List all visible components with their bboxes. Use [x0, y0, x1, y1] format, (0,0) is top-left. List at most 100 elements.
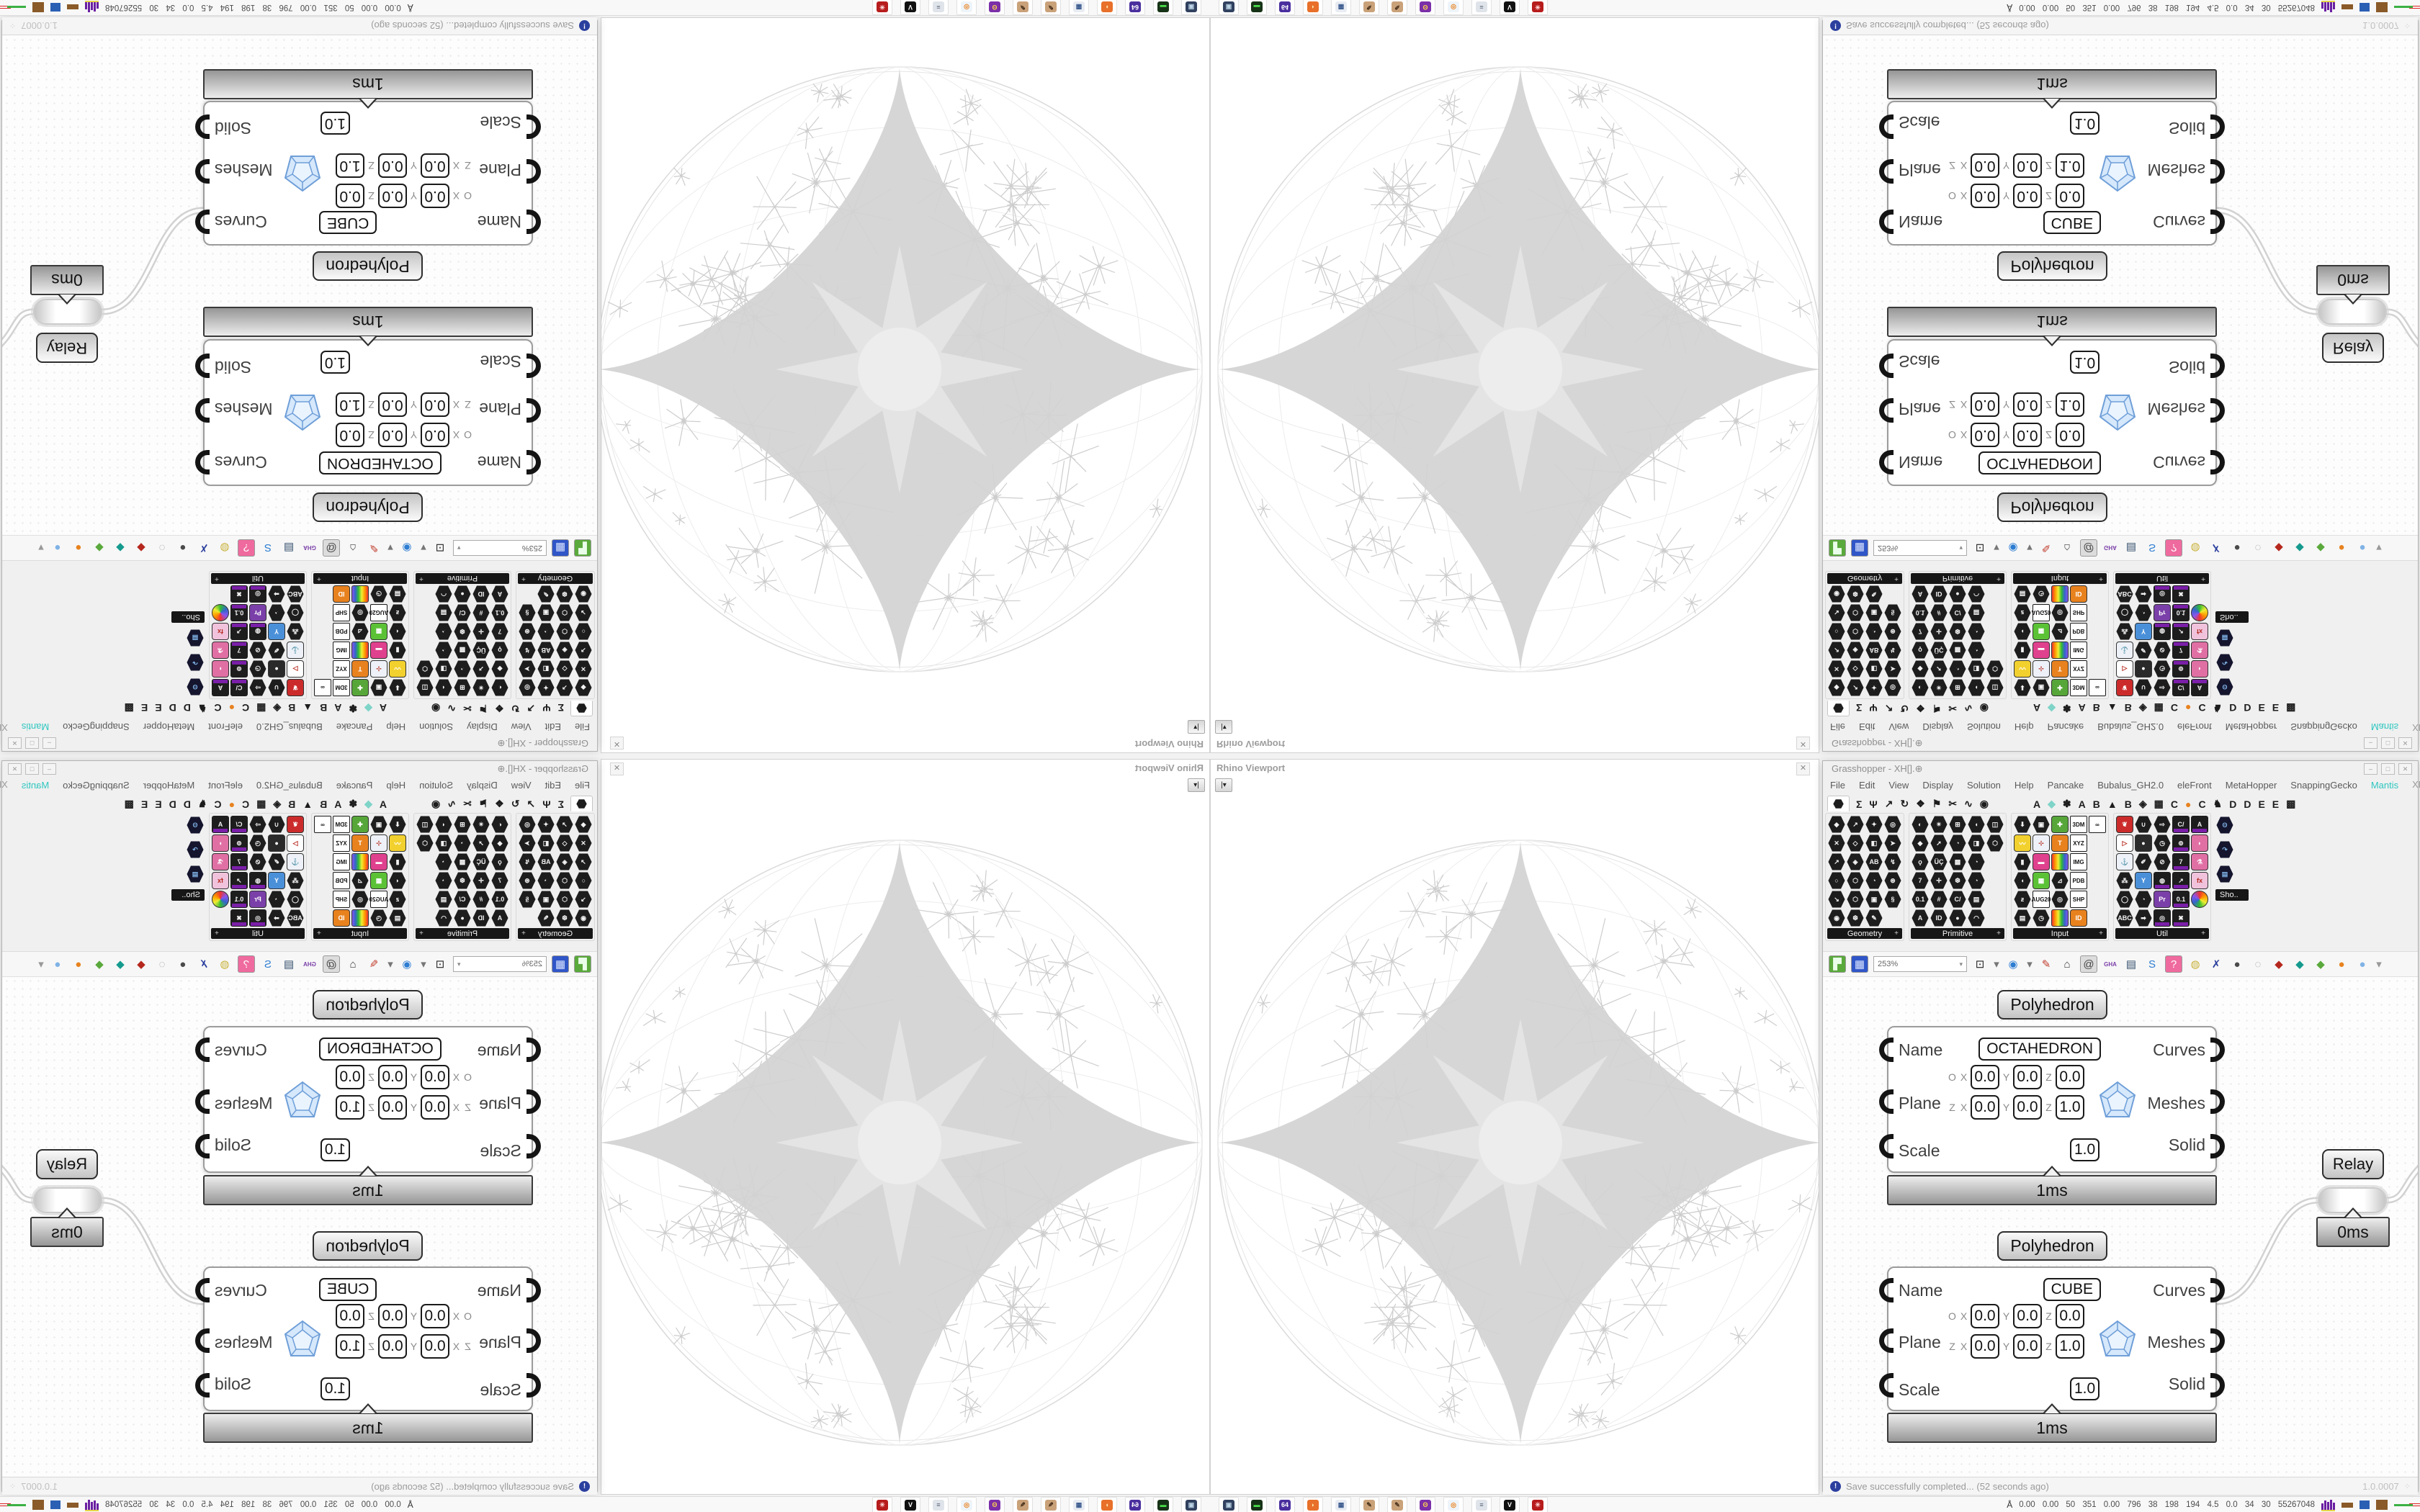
toolbar-overflow-chevron[interactable]: ▾	[2376, 541, 2382, 554]
palette-component-icon[interactable]: ▣	[2033, 679, 2050, 696]
palette-component-icon[interactable]: ÜÇ	[1930, 853, 1948, 870]
palette-component-icon[interactable]: AB	[537, 642, 555, 659]
plane-value-box[interactable]: 0.0	[2056, 184, 2084, 208]
palette-panel-footer[interactable]: Geometry +	[518, 573, 593, 584]
preview-sphere-wire-button[interactable]: ◌	[2254, 958, 2262, 971]
palette-component-icon[interactable]: ✖	[230, 585, 248, 603]
palette-component-icon[interactable]: ✖	[2172, 585, 2190, 603]
palette-component-icon[interactable]: ➤	[519, 834, 536, 852]
lightbulb-button[interactable]: ◍	[2190, 958, 2200, 971]
menu-item-bubalus-gh2-0[interactable]: Bubalus_GH2.0	[256, 779, 323, 791]
palette-component-icon[interactable]: ⬇	[389, 816, 406, 833]
palette-component-icon[interactable]: ↗	[230, 872, 248, 889]
ball-blue-button[interactable]: ●	[2359, 958, 2366, 971]
menu-item-mantis[interactable]: Mantis	[21, 721, 50, 733]
tab-plugin-c1[interactable]: C	[2170, 702, 2179, 714]
close-button[interactable]: ✕	[2398, 737, 2412, 749]
palette-component-icon[interactable]: ƶ	[2014, 604, 2031, 621]
tab-plugin-a1[interactable]: A	[2033, 702, 2041, 714]
palette-component-icon[interactable]: ●	[454, 585, 471, 603]
taskbar-document-scroll-icon[interactable]: ≡	[928, 1497, 949, 1512]
palette-component-icon[interactable]: ◈	[556, 642, 573, 659]
tray-graph-brown-icon[interactable]	[67, 1502, 79, 1508]
palette-component-icon[interactable]: ↘	[575, 604, 592, 621]
menu-item-mantis[interactable]: Mantis	[21, 779, 50, 791]
menu-item-edit[interactable]: Edit	[544, 721, 562, 733]
palette-component-icon[interactable]: ⊹	[2033, 834, 2050, 852]
palette-component-icon[interactable]: 7	[1912, 623, 1929, 640]
palette-component-icon[interactable]: ❆	[556, 909, 573, 927]
palette-component-icon[interactable]: ◈	[1847, 642, 1864, 659]
palette-component-icon[interactable]: ◔	[2135, 891, 2152, 908]
palette-component-icon[interactable]: ▷	[2116, 660, 2133, 678]
palette-component-icon[interactable]: ◔	[1865, 623, 1883, 640]
palette-component-icon[interactable]: Pr	[2154, 891, 2171, 908]
menu-item-pancake[interactable]: Pancake	[2047, 779, 2084, 791]
palette-component-icon[interactable]: ◔	[1968, 623, 1985, 640]
name-value-box[interactable]: OCTAHEDRON	[319, 1038, 442, 1061]
palette-component-icon[interactable]: ◖	[389, 623, 406, 640]
scale-value-box[interactable]: 1.0	[320, 351, 350, 374]
palette-component-icon[interactable]: 7	[491, 872, 508, 889]
input-grip-scale[interactable]	[1879, 1134, 1894, 1158]
menu-item-edit[interactable]: Edit	[1858, 721, 1876, 733]
gem-teal-button[interactable]: ◆	[2295, 958, 2304, 971]
plane-value-box[interactable]: 0.0	[1971, 1095, 1999, 1120]
palette-component-icon[interactable]: ➤	[1884, 660, 1901, 678]
palette-component-icon[interactable]: ●	[268, 834, 285, 852]
tab-plugin-flower[interactable]: ✽	[2062, 798, 2071, 809]
taskbar-floppy-64-icon[interactable]: 64	[1125, 1497, 1145, 1512]
palette-component-icon[interactable]: ⊞	[1949, 679, 1966, 696]
palette-component-icon[interactable]: ∞	[2089, 816, 2106, 833]
palette-component-icon[interactable]: ▩	[454, 853, 471, 870]
menu-item-display[interactable]: Display	[467, 779, 498, 791]
palette-component-icon[interactable]: fx	[212, 623, 229, 640]
tab-plugin-d2[interactable]: D	[2244, 702, 2251, 714]
palette-component-icon[interactable]: ID	[1930, 585, 1948, 603]
ball-orange-button[interactable]: ●	[75, 958, 82, 971]
taskbar-owl-app-icon[interactable]: ʘ	[985, 1497, 1005, 1512]
palette-component-icon[interactable]: ✴	[1930, 816, 1948, 833]
palette-component-icon[interactable]: ⇨	[249, 816, 266, 833]
tab-plugin-c1[interactable]: C	[241, 798, 250, 810]
palette-component-icon[interactable]: Pr	[249, 604, 266, 621]
tab-plugin-c2[interactable]: C	[2198, 798, 2206, 810]
palette-component-icon[interactable]: ▣	[2033, 816, 2050, 833]
palette-component-icon[interactable]: ▦	[2033, 872, 2050, 889]
preview-eye-dropdown[interactable]: ▾	[387, 541, 393, 554]
tab-plugin-orange-dot[interactable]: ●	[228, 798, 235, 810]
palette-component-icon[interactable]: ◧	[537, 660, 555, 678]
palette-component-icon[interactable]: ABC	[287, 585, 304, 603]
palette-component-icon[interactable]: ⊿	[351, 623, 369, 640]
tab-plugin-e2[interactable]: E	[2272, 702, 2280, 714]
remote-at-button[interactable]: @	[2080, 955, 2097, 973]
zoom-level-combobox[interactable]: 253% ▾	[1873, 956, 1967, 972]
tab-surface[interactable]: ❖	[495, 703, 504, 714]
menu-item-edit[interactable]: Edit	[1858, 779, 1876, 791]
tray-graph-green-icon[interactable]	[2394, 6, 2413, 9]
tab-plugin-b1[interactable]: B	[2092, 798, 2100, 810]
tab-plugin-c1[interactable]: C	[241, 702, 250, 714]
palette-component-icon[interactable]: ◆	[491, 834, 508, 852]
palette-component-icon[interactable]: PDB	[2070, 623, 2087, 640]
palette-component-icon[interactable]: 7	[230, 642, 248, 659]
palette-component-icon[interactable]: ▩	[454, 642, 471, 659]
palette-component-icon[interactable]: ID	[2070, 585, 2087, 603]
palette-component-icon[interactable]: ◫	[1986, 816, 2004, 833]
exit-door-button[interactable]: ⌂	[2063, 541, 2071, 554]
gem-green-button[interactable]: ◆	[2316, 541, 2325, 554]
palette-component-icon[interactable]: ◖	[2014, 623, 2031, 640]
menu-item-view[interactable]: View	[1888, 779, 1909, 791]
polyhedron-component-octahedron[interactable]: Name OCTAHEDRON Curves Plane O X 0.0 Y 0…	[195, 1026, 541, 1173]
palette-component-icon[interactable]: ◗	[2191, 660, 2208, 678]
palette-component-icon[interactable]: ID	[1930, 909, 1948, 927]
palette-component-icon[interactable]: ◔	[1968, 853, 1985, 870]
palette-component-icon[interactable]: ▤	[2216, 865, 2233, 883]
plane-value-box[interactable]: 0.0	[1971, 1065, 1999, 1089]
tab-plugin-dots[interactable]: ▩	[2286, 798, 2296, 809]
palette-component-icon[interactable]: ƶ	[389, 604, 406, 621]
palette-component-icon[interactable]: ID	[333, 909, 350, 927]
maximize-button[interactable]: □	[25, 763, 39, 775]
palette-component-icon[interactable]: ❦	[2116, 816, 2133, 833]
palette-component-icon[interactable]: ➡	[268, 909, 285, 927]
